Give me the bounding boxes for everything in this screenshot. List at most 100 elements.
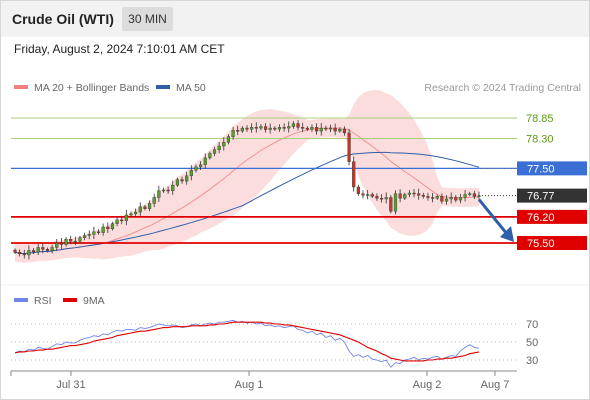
candle-body (328, 127, 333, 130)
level-label: 78.85 (526, 113, 554, 125)
rsi-tick-label: 50 (526, 337, 538, 349)
price-levels: 78.85 78.30 77.50 76.77 76.20 75.50 (11, 113, 587, 250)
candle (171, 180, 175, 195)
candle-body (403, 194, 407, 199)
candle (393, 190, 398, 215)
projection-shaft (477, 198, 509, 235)
candle (203, 153, 207, 169)
candle-body (96, 231, 101, 234)
candle-body (454, 197, 458, 201)
candle-body (231, 130, 235, 137)
candle-body (69, 239, 73, 242)
candle-body (27, 250, 31, 256)
candle-body (41, 247, 45, 250)
candle (59, 237, 63, 250)
ma50-line (14, 151, 480, 255)
candle (375, 193, 379, 201)
candle-body (324, 127, 328, 130)
level-tag (517, 188, 587, 203)
candle-body (370, 194, 374, 197)
candle (287, 121, 291, 133)
candle-body (147, 203, 152, 209)
candle (403, 192, 407, 200)
candle-body (417, 193, 421, 196)
candle-body (352, 161, 356, 188)
x-tick-label: Aug 2 (413, 379, 442, 391)
candle (120, 215, 124, 225)
time-axis: Jul 31 Aug 1 Aug 2 Aug 7 (10, 370, 517, 391)
candle-body (463, 194, 467, 198)
candle (185, 171, 189, 185)
candle (435, 194, 439, 200)
candle-body (310, 127, 314, 130)
candle (101, 223, 105, 236)
candle (129, 211, 133, 218)
bollinger-band-area (15, 89, 479, 264)
candle (282, 123, 286, 132)
candle (45, 247, 50, 253)
candle-body (347, 132, 351, 162)
candle-body (134, 211, 138, 215)
candle-body (18, 252, 22, 255)
candle-body (83, 235, 87, 238)
candle (407, 190, 411, 198)
level-label: 77.50 (527, 163, 555, 175)
candle (226, 134, 231, 145)
rsi-pane: 70 50 30 (11, 319, 538, 368)
candle (472, 190, 476, 199)
candle-body (87, 234, 91, 236)
level-label: 78.30 (526, 134, 554, 146)
candle-body (45, 249, 50, 252)
candle (87, 230, 91, 240)
candle-body (115, 219, 119, 224)
candle (291, 121, 295, 129)
candlesticks (13, 120, 481, 260)
candle (166, 186, 170, 194)
candle-body (222, 142, 226, 147)
candle-body (268, 127, 272, 130)
candle (96, 229, 101, 235)
candle-body (444, 198, 449, 202)
candle (458, 194, 463, 204)
candle (324, 125, 328, 131)
timeframe-button[interactable]: 30 MIN (122, 7, 173, 31)
candle-body (236, 130, 240, 132)
candle-body (296, 123, 300, 128)
candle (106, 222, 110, 233)
candle (217, 141, 221, 154)
projection-arrow (477, 198, 514, 242)
candle (152, 193, 156, 208)
candle (310, 124, 314, 132)
candle-body (421, 195, 425, 197)
candle (180, 176, 184, 184)
candle (361, 190, 365, 199)
candle-body (55, 242, 59, 248)
level-tag (517, 209, 587, 224)
candle-body (342, 128, 347, 134)
candle-body (435, 196, 439, 199)
candle (245, 125, 249, 132)
candle (69, 235, 73, 245)
candle-body (282, 127, 286, 129)
candle (417, 188, 421, 200)
candle (78, 235, 82, 243)
legend-ma20-label: MA 20 + Bollinger Bands (34, 82, 149, 94)
candle (468, 191, 472, 197)
candle (338, 127, 342, 133)
candle (389, 195, 393, 214)
candle-body (356, 186, 360, 194)
candle-body (393, 193, 398, 212)
candle-body (92, 231, 96, 235)
candle (240, 126, 244, 133)
candle (273, 126, 277, 131)
candle (379, 194, 384, 203)
candle (194, 164, 198, 173)
timestamp: Friday, August 2, 2024 7:10:01 AM CET (14, 42, 225, 56)
level-tag (517, 236, 587, 250)
candle (124, 209, 128, 226)
candle (347, 128, 351, 166)
candle (175, 177, 179, 187)
bollinger-bands (15, 89, 479, 264)
legend-ma50-swatch (156, 85, 170, 89)
rsi-line (14, 319, 480, 368)
